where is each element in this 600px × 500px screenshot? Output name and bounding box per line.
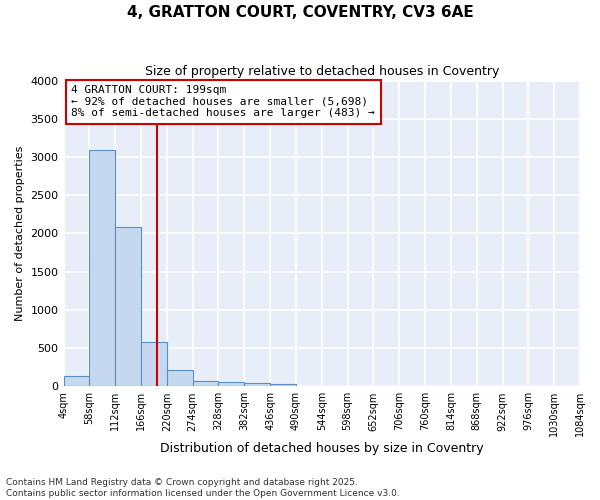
Bar <box>218 382 244 386</box>
Y-axis label: Number of detached properties: Number of detached properties <box>15 146 25 321</box>
Bar <box>193 381 218 386</box>
Text: 4 GRATTON COURT: 199sqm
← 92% of detached houses are smaller (5,698)
8% of semi-: 4 GRATTON COURT: 199sqm ← 92% of detache… <box>71 85 375 118</box>
Bar <box>89 150 115 386</box>
Bar <box>115 226 141 386</box>
Text: Contains HM Land Registry data © Crown copyright and database right 2025.
Contai: Contains HM Land Registry data © Crown c… <box>6 478 400 498</box>
Title: Size of property relative to detached houses in Coventry: Size of property relative to detached ho… <box>145 65 499 78</box>
Bar <box>64 376 89 386</box>
Bar <box>270 384 296 386</box>
Bar <box>167 370 193 386</box>
Bar <box>141 342 167 386</box>
Bar <box>244 384 270 386</box>
Text: 4, GRATTON COURT, COVENTRY, CV3 6AE: 4, GRATTON COURT, COVENTRY, CV3 6AE <box>127 5 473 20</box>
X-axis label: Distribution of detached houses by size in Coventry: Distribution of detached houses by size … <box>160 442 484 455</box>
